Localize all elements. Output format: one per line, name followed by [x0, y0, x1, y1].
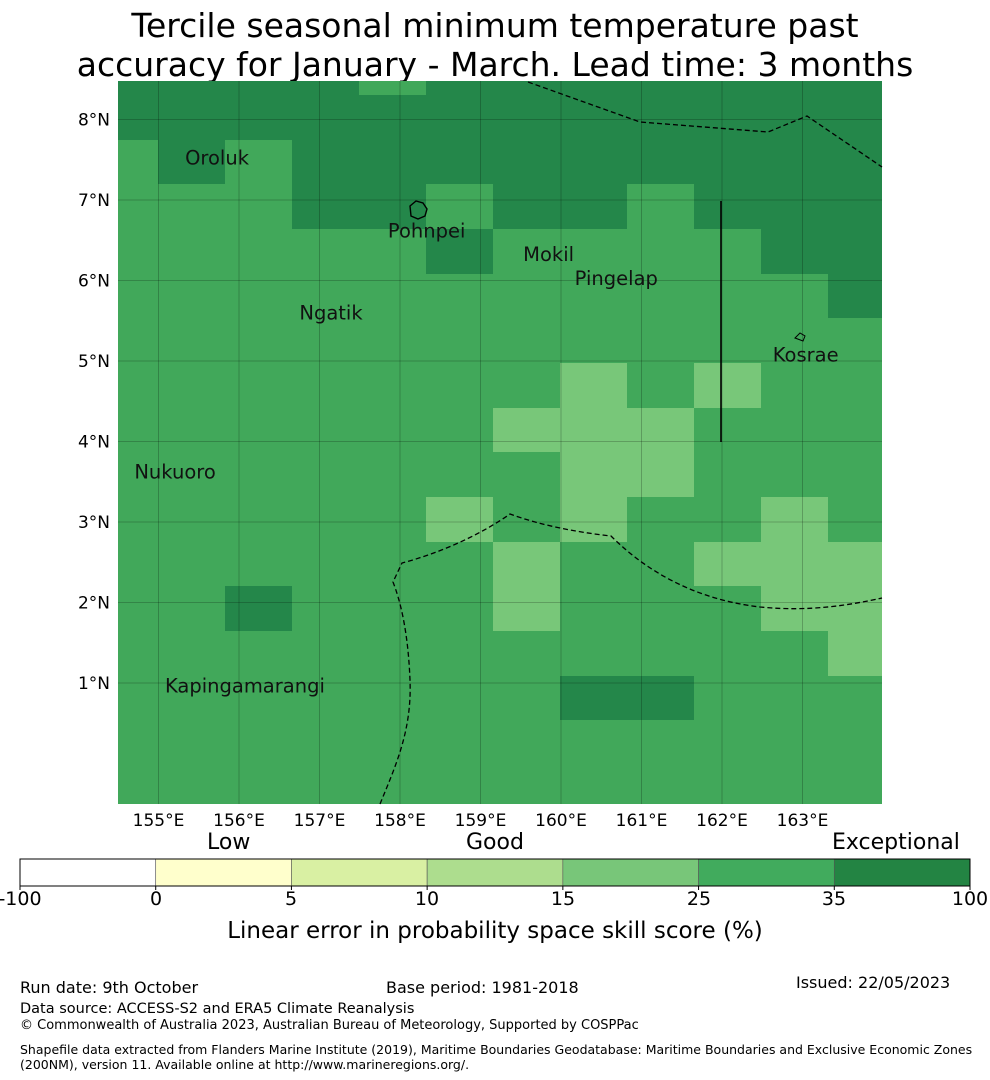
colorbar-swatch [562, 858, 699, 887]
longitude-label: 156°E [213, 811, 265, 831]
longitude-label: 162°E [696, 811, 748, 831]
skill-cell [426, 229, 493, 274]
place-label-oroluk: Oroluk [185, 146, 250, 169]
latitude-label: 5°N [78, 352, 110, 372]
skill-cell [560, 497, 627, 542]
skill-cell [560, 363, 627, 408]
skill-cell [359, 81, 426, 95]
issued-date: Issued: 22/05/2023 [796, 973, 951, 992]
colorbar-frame [19, 858, 971, 887]
skill-cell [292, 184, 426, 229]
longitude-label: 155°E [133, 811, 185, 831]
pohnpei-island-outline [409, 200, 428, 220]
place-label-pingelap: Pingelap [575, 267, 658, 290]
colorbar-swatch [19, 858, 157, 887]
latitude-label: 1°N [78, 674, 110, 694]
skill-cell [426, 497, 493, 542]
skill-cell [493, 408, 694, 452]
maritime-boundaries [379, 81, 883, 805]
run-date: Run date: 9th October [20, 978, 199, 997]
colorbar-swatch [426, 858, 564, 887]
longitude-label: 159°E [455, 811, 507, 831]
eez-boundary-south [379, 513, 883, 805]
colorbar-tick: 10 [414, 888, 440, 910]
longitude-label: 158°E [374, 811, 426, 831]
longitude-label: 160°E [535, 811, 587, 831]
colorbar-tick: 0 [149, 888, 163, 910]
colorbar-band-good: Good [466, 830, 524, 855]
longitude-label: 163°E [777, 811, 829, 831]
latitude-label: 3°N [78, 513, 110, 533]
skill-cell [560, 676, 694, 720]
skill-cell [761, 497, 828, 542]
place-label-pohnpei: Pohnpei [388, 220, 466, 243]
colorbar-label: Linear error in probability space skill … [227, 918, 763, 944]
colorbar-swatch [698, 858, 835, 887]
colorbar [19, 858, 971, 890]
colorbar-tick: 15 [550, 888, 576, 910]
skill-cell [118, 81, 882, 140]
skill-cell [828, 274, 882, 318]
shapefile-credit-line-1: Shapefile data extracted from Flanders M… [20, 1042, 973, 1057]
latitude-label: 4°N [78, 433, 110, 453]
colorbar-tick: 35 [821, 888, 847, 910]
shapefile-credit-line-2: (200NM), version 11. Available online at… [20, 1057, 470, 1072]
skill-cell [158, 140, 225, 184]
page-title: Tercile seasonal minimum temperature pas… [0, 6, 990, 84]
axis-labels: 155°E 156°E 157°E 158°E 159°E 160°E 161°E 162°E… [78, 111, 828, 832]
skill-cell [292, 140, 882, 184]
skill-cell [761, 229, 882, 274]
skill-cell [225, 586, 292, 631]
colorbar-swatch [155, 858, 292, 887]
place-label-kosrae: Kosrae [773, 344, 839, 367]
skill-cell [761, 586, 882, 631]
skill-cell [828, 631, 882, 676]
title-line-2: accuracy for January - March. Lead time:… [76, 45, 914, 84]
title-line-1: Tercile seasonal minimum temperature pas… [131, 6, 859, 45]
skill-cell [694, 363, 761, 408]
latitude-label: 7°N [78, 191, 110, 211]
skill-cell [694, 184, 882, 229]
colorbar-tick: -100 [0, 888, 42, 910]
base-period: Base period: 1981-2018 [386, 978, 579, 997]
kosrae-island-outline [794, 332, 806, 342]
colorbar-tick: 5 [284, 888, 298, 910]
graticule [118, 81, 882, 804]
skill-cell [694, 542, 882, 586]
colorbar-swatch [833, 858, 971, 887]
latitude-label: 6°N [78, 272, 110, 292]
colorbar-band-exceptional: Exceptional [832, 830, 960, 855]
data-source: Data source: ACCESS-S2 and ERA5 Climate … [20, 1001, 415, 1017]
place-label-mokil: Mokil [523, 243, 574, 266]
place-label-nukuoro: Nukuoro [134, 460, 215, 483]
copyright: © Commonwealth of Australia 2023, Austra… [20, 1018, 639, 1033]
longitude-label: 161°E [616, 811, 668, 831]
skill-grid-cells [118, 81, 882, 804]
island-outlines [409, 200, 806, 342]
longitude-label: 157°E [294, 811, 346, 831]
colorbar-tick: 25 [686, 888, 712, 910]
colorbar-band-low: Low [207, 830, 251, 855]
skill-cell [493, 542, 560, 631]
skill-cell [560, 452, 694, 497]
place-label-ngatik: Ngatik [299, 302, 363, 325]
place-label-kapingamarangi: Kapingamarangi [165, 674, 325, 697]
colorbar-tick: 100 [951, 888, 989, 910]
latitude-label: 8°N [78, 111, 110, 131]
skill-cell [493, 184, 627, 229]
latitude-label: 2°N [78, 594, 110, 614]
colorbar-swatch [291, 858, 428, 887]
